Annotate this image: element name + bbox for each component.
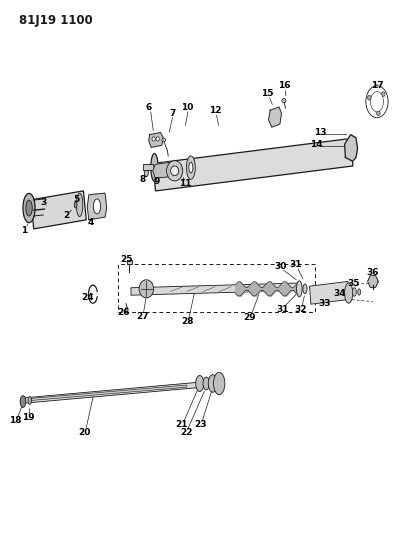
Polygon shape [87, 193, 107, 220]
Text: 7: 7 [168, 109, 175, 118]
Ellipse shape [125, 308, 128, 312]
FancyBboxPatch shape [143, 165, 152, 169]
Ellipse shape [150, 154, 158, 181]
Text: 1: 1 [21, 226, 27, 235]
Ellipse shape [93, 199, 100, 214]
Text: 4: 4 [87, 219, 94, 228]
Ellipse shape [166, 161, 182, 181]
Text: 10: 10 [181, 102, 193, 111]
Polygon shape [130, 283, 299, 295]
Ellipse shape [344, 283, 352, 303]
Ellipse shape [213, 372, 224, 394]
Ellipse shape [208, 375, 217, 392]
Text: 11: 11 [179, 179, 191, 188]
Text: 19: 19 [22, 413, 34, 422]
Ellipse shape [76, 193, 83, 216]
Ellipse shape [302, 284, 306, 294]
Text: 35: 35 [346, 279, 359, 288]
Text: 18: 18 [9, 416, 21, 425]
Ellipse shape [296, 281, 301, 297]
Ellipse shape [162, 138, 165, 142]
Ellipse shape [144, 169, 148, 176]
Ellipse shape [202, 377, 209, 390]
Ellipse shape [367, 95, 370, 100]
Text: 3: 3 [40, 198, 47, 207]
Text: 24: 24 [81, 293, 94, 302]
Text: 13: 13 [313, 128, 326, 137]
Ellipse shape [376, 111, 379, 116]
Polygon shape [268, 107, 281, 127]
Text: 15: 15 [261, 88, 273, 98]
Ellipse shape [74, 201, 77, 208]
Text: 28: 28 [181, 317, 194, 326]
Ellipse shape [28, 397, 32, 405]
Text: 12: 12 [209, 106, 221, 115]
Ellipse shape [170, 166, 178, 175]
Polygon shape [152, 163, 173, 178]
Text: 22: 22 [179, 428, 192, 437]
Text: 31: 31 [275, 304, 288, 313]
Text: 32: 32 [294, 304, 307, 313]
Ellipse shape [370, 92, 382, 112]
Ellipse shape [352, 288, 356, 296]
Text: 16: 16 [277, 81, 290, 90]
Text: 17: 17 [370, 81, 382, 90]
Text: 2: 2 [63, 211, 69, 220]
FancyBboxPatch shape [127, 260, 132, 264]
Text: 6: 6 [145, 102, 151, 111]
Polygon shape [344, 135, 357, 161]
Ellipse shape [186, 156, 195, 179]
Text: 21: 21 [175, 421, 188, 430]
Text: 36: 36 [365, 269, 377, 277]
Text: 31: 31 [289, 260, 302, 269]
Ellipse shape [365, 86, 387, 118]
Ellipse shape [188, 163, 192, 173]
Text: 5: 5 [73, 195, 80, 204]
Polygon shape [31, 385, 186, 400]
Text: 81J19 1100: 81J19 1100 [19, 14, 92, 27]
Text: 33: 33 [318, 299, 330, 308]
Text: 8: 8 [139, 175, 145, 184]
Text: 25: 25 [120, 255, 133, 263]
Text: 27: 27 [136, 312, 148, 321]
Text: 34: 34 [333, 288, 345, 297]
Text: 20: 20 [78, 428, 90, 437]
Text: 30: 30 [274, 262, 286, 271]
Text: 23: 23 [194, 421, 206, 430]
Polygon shape [367, 276, 377, 287]
Ellipse shape [281, 99, 285, 103]
Text: 14: 14 [309, 140, 322, 149]
Ellipse shape [139, 280, 153, 298]
Ellipse shape [357, 289, 360, 295]
Text: 26: 26 [117, 308, 130, 317]
Polygon shape [148, 133, 163, 148]
Ellipse shape [195, 375, 203, 391]
Ellipse shape [26, 200, 32, 216]
Polygon shape [25, 382, 202, 403]
Ellipse shape [23, 193, 35, 223]
Ellipse shape [20, 395, 26, 407]
Ellipse shape [151, 137, 155, 141]
Ellipse shape [380, 92, 384, 96]
Polygon shape [309, 281, 348, 304]
Polygon shape [153, 139, 352, 191]
Text: 29: 29 [243, 313, 256, 322]
Polygon shape [31, 191, 86, 229]
Text: 9: 9 [153, 177, 160, 186]
Ellipse shape [156, 137, 159, 141]
